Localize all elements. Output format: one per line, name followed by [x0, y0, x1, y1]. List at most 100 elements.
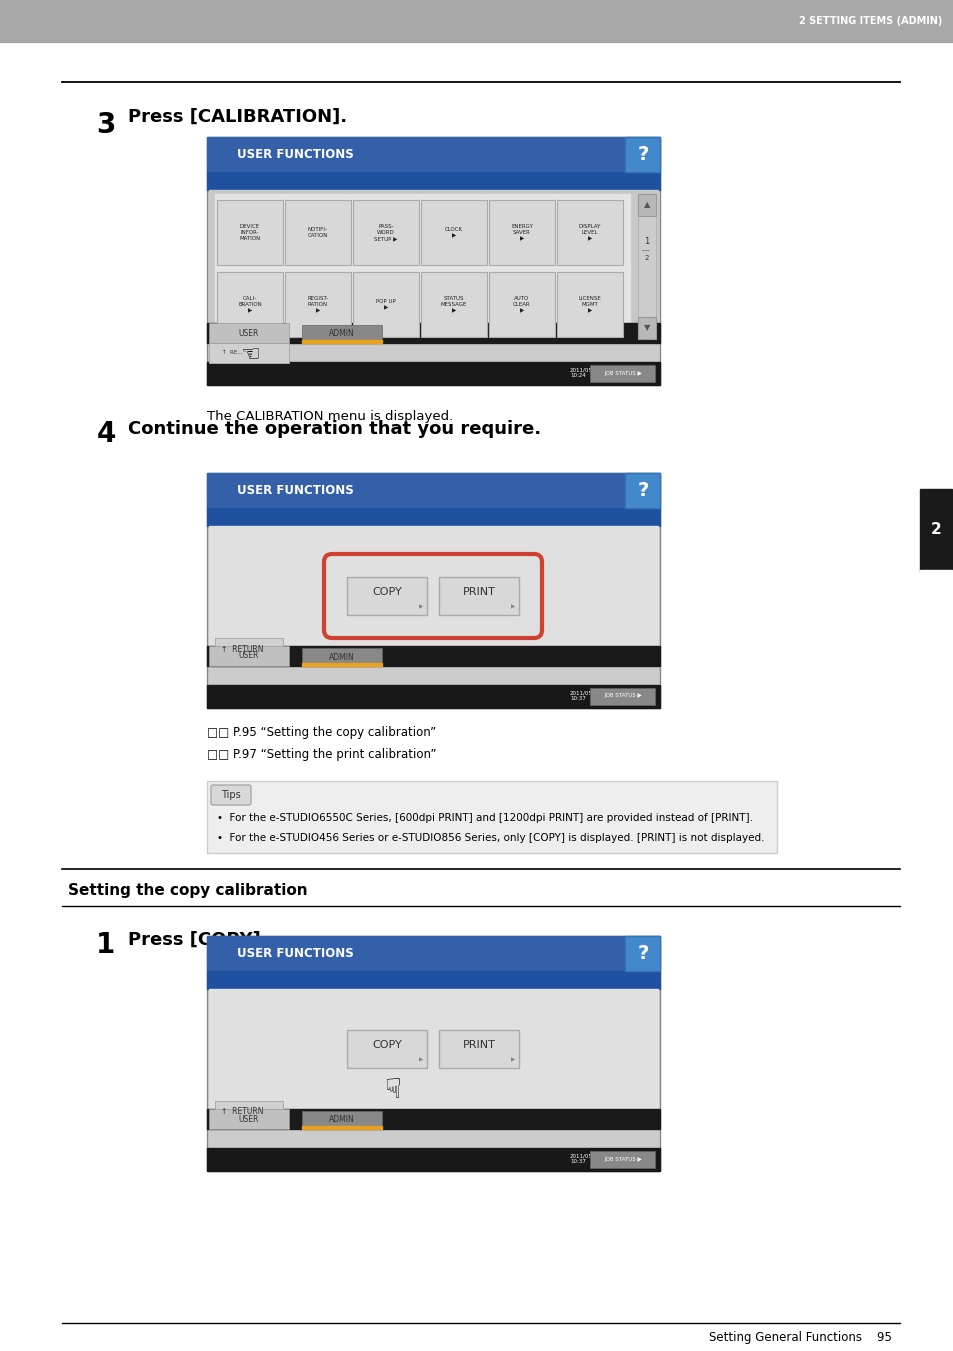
Bar [624, 136, 659, 172]
Bar [207, 473, 659, 508]
Bar [209, 1109, 289, 1129]
Text: ▼: ▼ [643, 323, 650, 332]
Text: JOB STATUS ▶: JOB STATUS ▶ [603, 1156, 641, 1162]
Text: Setting General Functions    95: Setting General Functions 95 [708, 1331, 891, 1343]
Text: ▶: ▶ [418, 604, 422, 609]
Bar [420, 272, 486, 336]
Text: COPY: COPY [372, 1040, 401, 1050]
Bar [207, 508, 659, 526]
Text: ☜: ☜ [240, 345, 260, 365]
Bar [589, 365, 655, 382]
Bar [207, 362, 659, 385]
Text: USER FUNCTIONS: USER FUNCTIONS [236, 149, 354, 161]
Text: 2011/05/10
10:37: 2011/05/10 10:37 [569, 690, 601, 701]
Bar [302, 1111, 381, 1129]
Text: JOB STATUS ▶: JOB STATUS ▶ [603, 693, 641, 698]
Bar [589, 1151, 655, 1169]
Bar [207, 936, 659, 1171]
Bar [207, 323, 659, 343]
Bar [207, 136, 659, 385]
Text: ↑  RETURN: ↑ RETURN [221, 1108, 263, 1116]
Bar [557, 272, 622, 336]
Text: □□ P.97 “Setting the print calibration”: □□ P.97 “Setting the print calibration” [207, 748, 436, 761]
Bar [207, 1148, 659, 1171]
Bar [285, 272, 351, 336]
Bar [216, 200, 283, 265]
Text: CLOCK
▶: CLOCK ▶ [444, 227, 462, 238]
Bar [302, 1125, 381, 1129]
Bar [489, 200, 555, 265]
Text: REGIST-
RATION
▶: REGIST- RATION ▶ [307, 296, 328, 313]
Text: □□ P.95 “Setting the copy calibration”: □□ P.95 “Setting the copy calibration” [207, 725, 436, 739]
Text: DISPLAY
LEVEL
▶: DISPLAY LEVEL ▶ [578, 224, 600, 240]
Text: ↑  RETURN: ↑ RETURN [221, 644, 263, 654]
Text: Continue the operation that you require.: Continue the operation that you require. [128, 420, 540, 438]
Text: ADMIN: ADMIN [329, 653, 355, 662]
Bar [438, 577, 518, 615]
Text: ☟: ☟ [383, 1075, 400, 1104]
Bar [624, 936, 659, 971]
Bar [919, 570, 951, 571]
Text: AUTO
CLEAR
▶: AUTO CLEAR ▶ [513, 296, 530, 313]
Text: DEVICE
INFOR-
MATION: DEVICE INFOR- MATION [239, 224, 260, 240]
Bar [285, 200, 351, 265]
Text: ▶: ▶ [510, 1056, 515, 1062]
Text: ▲: ▲ [643, 200, 650, 209]
Text: ?: ? [637, 944, 648, 963]
Bar [919, 489, 951, 571]
Bar [209, 989, 658, 1129]
Text: ADMIN: ADMIN [329, 330, 355, 339]
Bar [302, 663, 381, 666]
Bar [207, 781, 776, 852]
Bar [589, 688, 655, 705]
Bar [207, 936, 659, 971]
Text: PRINT: PRINT [462, 1040, 495, 1050]
Text: USER: USER [238, 651, 259, 661]
Bar [207, 685, 659, 708]
Text: 3: 3 [96, 111, 115, 139]
Bar [209, 343, 289, 363]
Text: ↑  RE...: ↑ RE... [222, 350, 242, 355]
Bar [0, 0, 953, 42]
Text: ADMIN: ADMIN [329, 1116, 355, 1124]
Text: COPY: COPY [372, 586, 401, 597]
Text: CALI-
BRATION
▶: CALI- BRATION ▶ [238, 296, 262, 313]
Bar [207, 971, 659, 989]
Bar [420, 200, 486, 265]
Bar [438, 1029, 518, 1069]
Text: 2 SETTING ITEMS (ADMIN): 2 SETTING ITEMS (ADMIN) [798, 16, 941, 26]
Bar [209, 526, 658, 666]
Text: JOB STATUS ▶: JOB STATUS ▶ [603, 370, 641, 376]
Text: 2011/05/10
10:24: 2011/05/10 10:24 [569, 367, 601, 378]
Text: ?: ? [637, 481, 648, 500]
Bar [638, 317, 656, 339]
Text: ?: ? [637, 145, 648, 163]
Bar [216, 272, 283, 336]
Text: PRINT: PRINT [462, 586, 495, 597]
Bar [353, 200, 418, 265]
Bar [209, 323, 289, 343]
Text: --- 
2: --- 2 [641, 247, 651, 261]
Bar [214, 1101, 283, 1123]
Text: 2: 2 [929, 523, 941, 538]
Bar [638, 195, 656, 339]
Bar [302, 340, 381, 343]
Text: USER FUNCTIONS: USER FUNCTIONS [236, 947, 354, 961]
Text: 2011/05/10
10:37: 2011/05/10 10:37 [569, 1154, 601, 1165]
Text: USER FUNCTIONS: USER FUNCTIONS [236, 484, 354, 497]
Text: POP UP
▶: POP UP ▶ [375, 299, 395, 309]
Bar [214, 638, 283, 661]
Text: ▶: ▶ [418, 1056, 422, 1062]
Text: USER: USER [238, 1115, 259, 1124]
Bar [207, 646, 659, 666]
Text: Press [COPY].: Press [COPY]. [128, 931, 268, 948]
Text: Press [CALIBRATION].: Press [CALIBRATION]. [128, 108, 347, 126]
Text: •  For the e-STUDIO6550C Series, [600dpi PRINT] and [1200dpi PRINT] are provided: • For the e-STUDIO6550C Series, [600dpi … [216, 813, 752, 823]
Bar [557, 200, 622, 265]
FancyBboxPatch shape [211, 785, 251, 805]
Bar [207, 172, 659, 190]
Text: 1: 1 [643, 238, 649, 246]
Text: The CALIBRATION menu is displayed.: The CALIBRATION menu is displayed. [207, 409, 453, 423]
Text: LICENSE
MGMT
▶: LICENSE MGMT ▶ [578, 296, 600, 313]
Bar [638, 195, 656, 216]
